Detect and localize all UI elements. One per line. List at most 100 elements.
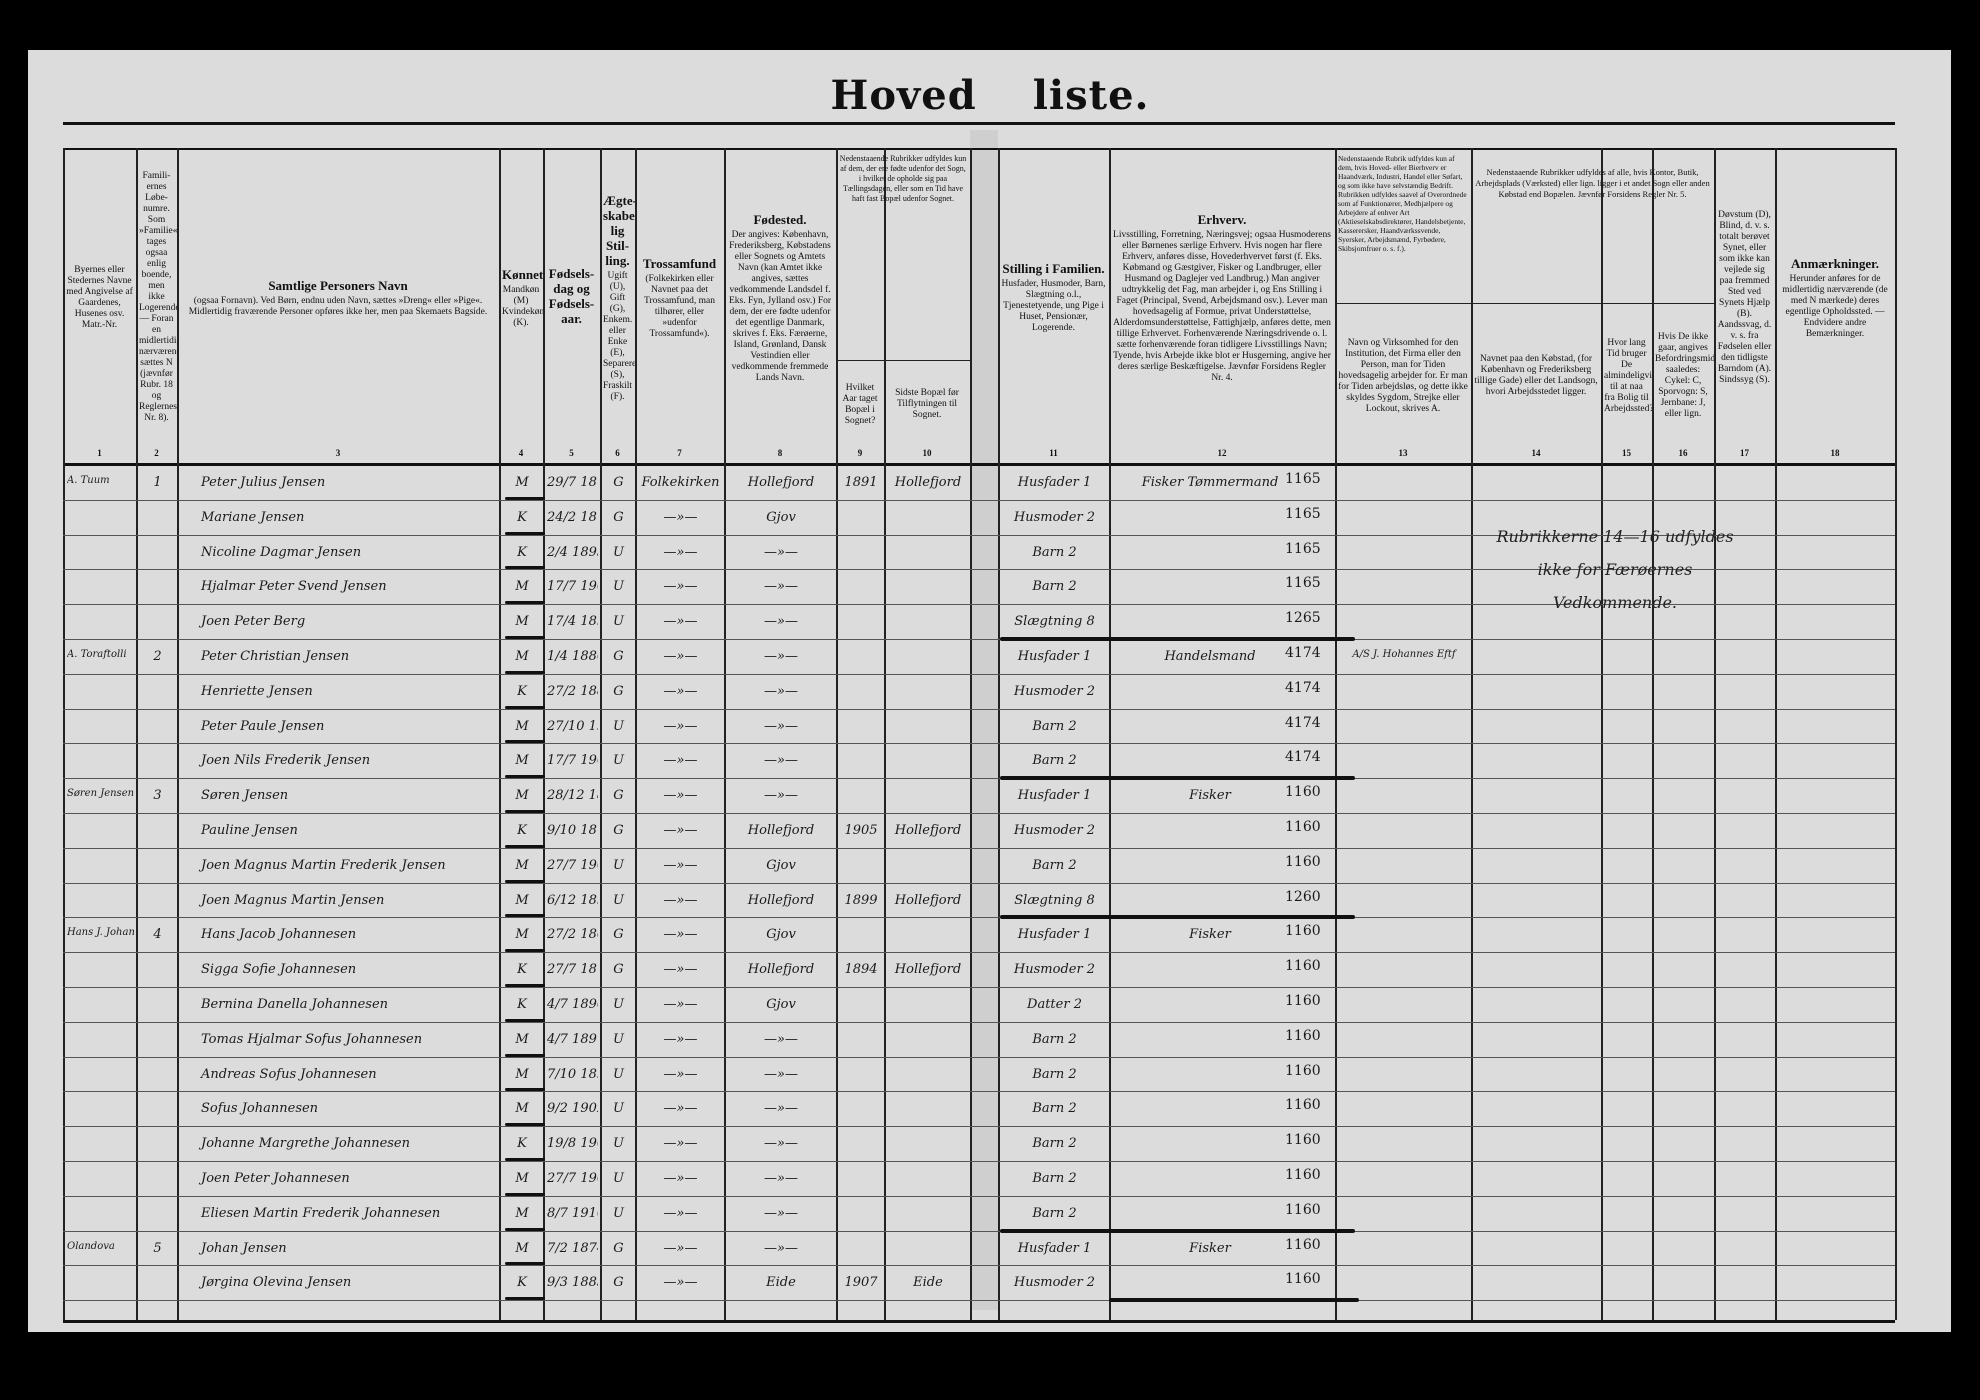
- column-number: 5: [569, 448, 574, 458]
- occupation-code: 1160: [1285, 1201, 1321, 1218]
- occupation-code: 1160: [1285, 1236, 1321, 1253]
- column-divider: [1895, 148, 1897, 1320]
- faith-cell: —»—: [663, 857, 698, 873]
- sex-cell: M: [515, 892, 529, 908]
- faith-cell: —»—: [663, 1101, 698, 1117]
- sex-underline: [505, 1262, 545, 1266]
- civil-status-cell: U: [613, 579, 624, 595]
- sex-underline: [505, 636, 545, 639]
- family-role-cell: Barn 2: [1032, 1136, 1077, 1152]
- header-body: Døvstum (D), Blind, d. v. s. totalt berø…: [1717, 209, 1772, 385]
- birthplace-cell: Hollefjord: [747, 892, 815, 908]
- header-body: (ogsaa Fornavn). Ved Børn, endnu uden Na…: [188, 295, 488, 317]
- family-separator: [1000, 637, 1355, 641]
- occupation-code: 1160: [1285, 1167, 1321, 1183]
- name-cell: Hjalmar Peter Svend Jensen: [201, 579, 387, 595]
- sex-cell: K: [517, 544, 527, 560]
- occupation-code: 1160: [1285, 819, 1321, 835]
- birthplace-cell: —»—: [764, 1031, 798, 1047]
- birthdate-cell: 27/7 1907: [547, 1171, 598, 1186]
- name-cell: Joen Peter Johannesen: [201, 1171, 350, 1186]
- sex-underline: [505, 844, 545, 848]
- row-line: [63, 569, 1895, 571]
- civil-status-cell: G: [613, 927, 624, 943]
- birthplace-cell: —»—: [764, 579, 798, 595]
- row-line: [63, 1056, 1895, 1058]
- family-separator: [1109, 1298, 1359, 1303]
- birthplace-cell: —»—: [764, 1205, 798, 1221]
- faith-cell: —»—: [663, 614, 698, 630]
- header-body: (Folkekirken eller Navnet paa det Trossa…: [644, 273, 715, 339]
- family-number-cell: 5: [153, 1240, 162, 1256]
- family-role-cell: Barn 2: [1032, 857, 1077, 873]
- row-line: [63, 743, 1895, 745]
- header-title: Fødested.: [753, 211, 807, 227]
- header-body: Byernes eller Stedernes Navne med Angive…: [66, 264, 133, 330]
- group-note-9-10: Nedenstaaende Rubrikker udfyldes kun af …: [839, 154, 967, 203]
- occupation-code: 1165: [1285, 540, 1321, 557]
- header-body: Hvilket Aar taget Bopæl i Sognet?: [842, 382, 878, 426]
- row-line: [63, 1265, 1895, 1267]
- column-divider: [63, 148, 65, 1320]
- occupation-cell: Fisker Tømmermand: [1141, 475, 1279, 490]
- sex-underline: [505, 1297, 545, 1301]
- birthdate-cell: 9/10 1877: [547, 823, 598, 838]
- header-title: Fødsels-dag og Fødsels-aar.: [548, 266, 595, 326]
- column-number: 11: [1049, 448, 1058, 458]
- column-divider: [543, 148, 545, 1320]
- header-body: Mandkøn (M) Kvindekøn (K).: [502, 284, 543, 328]
- family-role-cell: Barn 2: [1032, 1101, 1077, 1117]
- name-cell: Søren Jensen: [201, 788, 289, 804]
- birthplace-cell: Gjov: [766, 997, 796, 1012]
- header-col-12: Erhverv. Livsstilling, Forretning, Næring…: [1109, 148, 1335, 447]
- birthdate-cell: 9/2 1902: [547, 1101, 598, 1117]
- header-title: Ægte-skabe-lig Stil-ling.: [603, 192, 635, 268]
- column-number: 18: [1830, 448, 1840, 458]
- sex-underline: [505, 740, 545, 744]
- family-role-cell: Husmoder 2: [1013, 1275, 1096, 1291]
- name-cell: Andreas Sofus Johannesen: [201, 1066, 377, 1082]
- name-cell: Peter Christian Jensen: [201, 649, 350, 664]
- place-cell: A. Tuum: [67, 475, 110, 486]
- page-title: Hoved liste.: [0, 72, 1980, 119]
- place-cell: Søren Jensens Hus: [67, 788, 134, 800]
- sex-underline: [505, 1123, 545, 1127]
- birthdate-cell: 4/7 1896: [547, 997, 598, 1012]
- birthdate-cell: 4/7 1897: [547, 1031, 598, 1047]
- header-col-13: Navn og Virksomhed for den Institution, …: [1335, 305, 1471, 447]
- row-line: [63, 917, 1895, 919]
- birthplace-cell: —»—: [764, 1240, 798, 1256]
- sex-cell: M: [515, 1205, 529, 1221]
- employer-cell: A/S J. Hohannes Eftf: [1352, 649, 1456, 660]
- row-line: [63, 604, 1895, 606]
- row-line: [63, 534, 1895, 536]
- faith-cell: —»—: [663, 1171, 698, 1186]
- column-divider: [635, 148, 637, 1320]
- sex-cell: M: [515, 1240, 529, 1256]
- civil-status-cell: U: [613, 1136, 624, 1152]
- family-role-cell: Barn 2: [1032, 753, 1077, 769]
- row-line: [63, 708, 1895, 710]
- column-number: 7: [677, 448, 682, 458]
- family-role-cell: Husmoder 2: [1013, 823, 1096, 838]
- name-cell: Peter Julius Jensen: [201, 475, 326, 490]
- name-cell: Bernina Danella Johannesen: [201, 997, 389, 1012]
- birthdate-cell: 27/2 1864: [547, 927, 598, 943]
- sex-cell: M: [515, 788, 529, 804]
- birthplace-cell: —»—: [764, 718, 798, 734]
- name-cell: Hans Jacob Johannesen: [201, 927, 357, 943]
- occupation-code: 1165: [1285, 471, 1321, 487]
- year-moved-cell: 1894: [844, 962, 878, 978]
- family-role-cell: Husfader 1: [1017, 927, 1092, 943]
- column-number: 17: [1740, 448, 1749, 458]
- occupation-code: 1160: [1285, 853, 1321, 870]
- row-line: [63, 882, 1895, 884]
- occupation-cell: Handelsmand: [1164, 649, 1256, 664]
- header-title: Erhverv.: [1197, 211, 1247, 227]
- occupation-code: 1160: [1285, 923, 1321, 940]
- column-divider: [884, 148, 886, 1320]
- header-body: Husfader, Husmoder, Barn, Slægtning o.l.…: [1001, 279, 1106, 333]
- sex-underline: [505, 531, 545, 535]
- sex-underline: [505, 1053, 545, 1057]
- column-number: 4: [518, 448, 524, 458]
